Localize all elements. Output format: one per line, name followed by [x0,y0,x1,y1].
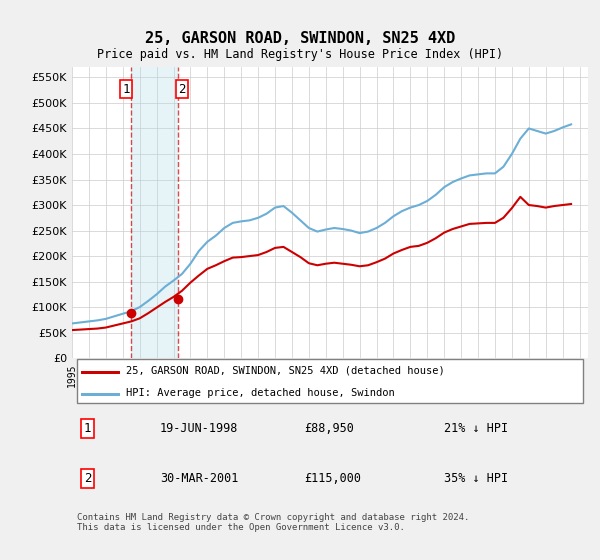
Text: Price paid vs. HM Land Registry's House Price Index (HPI): Price paid vs. HM Land Registry's House … [97,48,503,60]
Text: 1: 1 [122,82,130,96]
Text: 2: 2 [84,472,91,485]
Text: 30-MAR-2001: 30-MAR-2001 [160,472,238,485]
Text: HPI: Average price, detached house, Swindon: HPI: Average price, detached house, Swin… [126,389,395,398]
Text: 35% ↓ HPI: 35% ↓ HPI [443,472,508,485]
Text: £88,950: £88,950 [304,422,354,435]
Text: Contains HM Land Registry data © Crown copyright and database right 2024.
This d: Contains HM Land Registry data © Crown c… [77,512,470,532]
FancyBboxPatch shape [77,358,583,403]
Text: 25, GARSON ROAD, SWINDON, SN25 4XD: 25, GARSON ROAD, SWINDON, SN25 4XD [145,31,455,46]
Text: 1: 1 [84,422,91,435]
Text: 21% ↓ HPI: 21% ↓ HPI [443,422,508,435]
Text: £115,000: £115,000 [304,472,361,485]
Bar [131,67,178,358]
Text: 2: 2 [178,82,186,96]
Text: 25, GARSON ROAD, SWINDON, SN25 4XD (detached house): 25, GARSON ROAD, SWINDON, SN25 4XD (deta… [126,366,445,376]
Text: 19-JUN-1998: 19-JUN-1998 [160,422,238,435]
